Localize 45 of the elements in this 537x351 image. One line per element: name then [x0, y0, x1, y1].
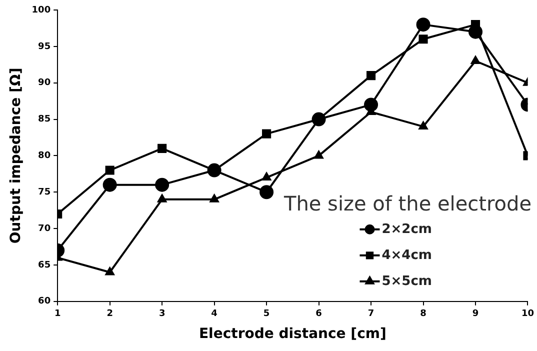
y-tick-label: 80: [38, 151, 51, 162]
x-tick-label: 2: [106, 309, 113, 320]
x-tick-label: 3: [158, 309, 166, 320]
point: [207, 163, 222, 178]
point: [210, 194, 219, 202]
point: [418, 122, 428, 130]
legend-title: The size of the electrode: [282, 192, 532, 216]
y-tick-label: 65: [38, 260, 51, 270]
point: [364, 98, 378, 112]
point: [471, 56, 480, 64]
point: [418, 34, 428, 44]
y-axis-title: Output impedance [Ω]: [8, 68, 24, 244]
y-tick-label: 85: [38, 114, 51, 125]
y-tick-label: 60: [38, 296, 51, 307]
point: [155, 178, 170, 192]
y-tick-label: 70: [38, 224, 51, 234]
x-tick-label: 10: [521, 309, 534, 320]
point: [262, 129, 272, 138]
point: [312, 112, 326, 126]
point: [102, 178, 117, 192]
y-tick-label: 100: [32, 5, 51, 16]
point: [366, 71, 376, 80]
y-tick-label: 75: [38, 187, 51, 198]
x-tick-label: 1: [54, 309, 61, 320]
point: [468, 24, 482, 39]
point: [314, 150, 324, 159]
point: [260, 185, 274, 200]
y-tick-label: 95: [38, 42, 51, 52]
point: [416, 18, 430, 32]
legend-label: 2×2cm: [382, 222, 432, 237]
x-axis-title: Electrode distance [cm]: [198, 326, 386, 342]
point: [262, 172, 272, 181]
x-tick-label: 8: [420, 309, 426, 320]
legend-label: 4×4cm: [382, 248, 432, 263]
x-tick-label: 4: [211, 309, 218, 320]
point: [158, 194, 167, 202]
point: [158, 144, 167, 153]
point: [105, 267, 114, 276]
point: [105, 166, 114, 175]
y-tick-label: 90: [38, 78, 51, 88]
x-tick-label: 6: [316, 309, 322, 320]
x-tick-label: 9: [472, 309, 479, 320]
legend-label: 5×5cm: [382, 274, 432, 289]
x-tick-label: 7: [368, 309, 374, 320]
x-tick-label: 5: [263, 309, 270, 320]
